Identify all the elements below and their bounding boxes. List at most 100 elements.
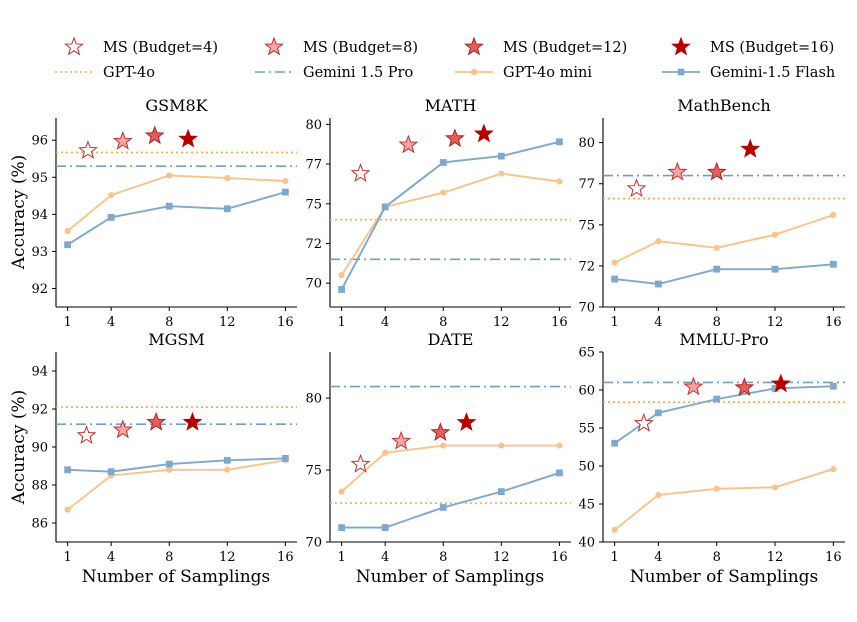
ms-star-point (770, 373, 791, 393)
data-point (830, 211, 837, 219)
y-tick-label: 65 (578, 346, 595, 361)
chart-panel: MMLU-Pro 1 4 8 12 16 40 45 50 55 60 65 (578, 330, 845, 565)
panel-title: DATE (428, 330, 474, 349)
y-tick-label: 60 (578, 384, 595, 399)
y-axis-label: Accuracy (%) (9, 390, 29, 505)
data-point (713, 244, 720, 251)
data-point (654, 409, 662, 417)
data-point (830, 465, 837, 473)
ms-star-point (444, 128, 465, 148)
x-tick-label: 4 (107, 315, 115, 330)
data-point (64, 506, 71, 513)
legend-star-icon (64, 36, 84, 56)
x-tick-label: 1 (611, 315, 619, 330)
y-tick-label: 77 (305, 158, 322, 173)
chart-panels: GSM8K 1 4 8 12 16 92 93 94 95 96 MATH 1 4 8 12 16 70 72 75 7… (31, 96, 845, 565)
data-point (555, 138, 563, 146)
panel-title: MATH (425, 96, 477, 115)
data-point (771, 231, 779, 238)
y-tick-label: 88 (31, 479, 48, 494)
data-point (498, 442, 505, 449)
y-tick-label: 96 (31, 134, 48, 149)
y-tick-label: 70 (578, 301, 595, 316)
y-tick-label: 72 (305, 237, 322, 252)
data-point (64, 227, 71, 235)
series-line (67, 174, 286, 232)
x-tick-label: 16 (551, 550, 568, 565)
data-point (166, 466, 173, 473)
x-tick-label: 1 (611, 550, 619, 565)
legend-entry: Gemini-1.5 Flash (662, 65, 835, 81)
data-point (655, 491, 662, 498)
y-axis-label: Accuracy (%) (9, 155, 29, 270)
x-tick-label: 4 (381, 550, 389, 565)
x-axis-label: Number of Samplings (356, 567, 545, 587)
ms-star-point (456, 412, 477, 431)
legend-entry: GPT-4o (55, 65, 155, 81)
ms-star-point (178, 128, 199, 148)
y-tick-label: 80 (578, 136, 595, 151)
panel-title: GSM8K (145, 96, 208, 115)
data-point (338, 524, 346, 532)
data-point (556, 442, 563, 449)
x-tick-label: 1 (337, 315, 345, 330)
y-tick-label: 92 (31, 403, 48, 418)
chart-panel: GSM8K 1 4 8 12 16 92 93 94 95 96 (31, 96, 297, 330)
data-point (382, 449, 389, 456)
legend-label: MS (Budget=4) (103, 40, 218, 56)
x-tick-label: 4 (654, 315, 662, 330)
y-tick-label: 94 (31, 365, 48, 380)
data-point (611, 275, 619, 283)
data-point (439, 159, 447, 166)
ms-star-point (350, 163, 371, 183)
legend-star-icon (264, 36, 284, 56)
data-point (440, 189, 447, 196)
x-tick-label: 8 (439, 550, 447, 565)
y-tick-label: 80 (305, 118, 322, 133)
panel-title: MathBench (677, 96, 770, 115)
x-tick-label: 12 (493, 315, 510, 330)
x-tick-label: 1 (337, 550, 345, 565)
ms-star-point (391, 430, 412, 450)
data-point (381, 203, 389, 211)
y-tick-label: 95 (31, 171, 48, 186)
data-point (556, 178, 563, 185)
y-tick-label: 75 (305, 464, 322, 479)
ms-star-point (633, 413, 654, 432)
y-tick-label: 77 (578, 177, 595, 192)
data-point (338, 272, 345, 279)
ms-star-point (76, 425, 97, 445)
chart-panel: MGSM 1 4 8 12 16 86 88 90 92 94 (31, 330, 297, 565)
panel-title: MMLU-Pro (679, 330, 768, 349)
x-axis-label: Number of Samplings (630, 567, 819, 587)
ms-star-point (667, 161, 688, 181)
y-tick-label: 70 (305, 536, 322, 551)
data-point (555, 469, 563, 477)
ms-star-point (430, 422, 451, 442)
data-point (829, 382, 837, 390)
ms-star-point (78, 140, 98, 160)
x-axis-label: Number of Samplings (82, 567, 271, 587)
data-point (654, 280, 662, 288)
y-tick-label: 50 (578, 460, 595, 475)
legend-label: MS (Budget=12) (503, 40, 627, 56)
data-point (281, 455, 289, 462)
data-point (107, 468, 115, 476)
x-tick-label: 4 (107, 550, 115, 565)
y-tick-label: 94 (31, 208, 48, 223)
legend-label: MS (Budget=8) (303, 40, 418, 56)
data-point (281, 188, 289, 196)
x-tick-label: 12 (219, 550, 236, 565)
legend-star-icon (671, 36, 691, 56)
ms-star-point (182, 411, 203, 431)
data-point (771, 484, 779, 491)
x-tick-label: 8 (713, 315, 721, 330)
chart-panel: MATH 1 4 8 12 16 70 72 75 77 80 (305, 96, 571, 330)
chart-panel: MathBench 1 4 8 12 16 70 72 75 77 80 (578, 96, 845, 330)
series-line (340, 140, 560, 290)
series-line (67, 459, 286, 511)
ms-star-point (146, 411, 167, 431)
y-tick-label: 55 (578, 422, 595, 437)
legend: MS (Budget=4) MS (Budget=8) MS (Budget=12)… (55, 36, 835, 81)
ms-star-point (740, 138, 761, 158)
